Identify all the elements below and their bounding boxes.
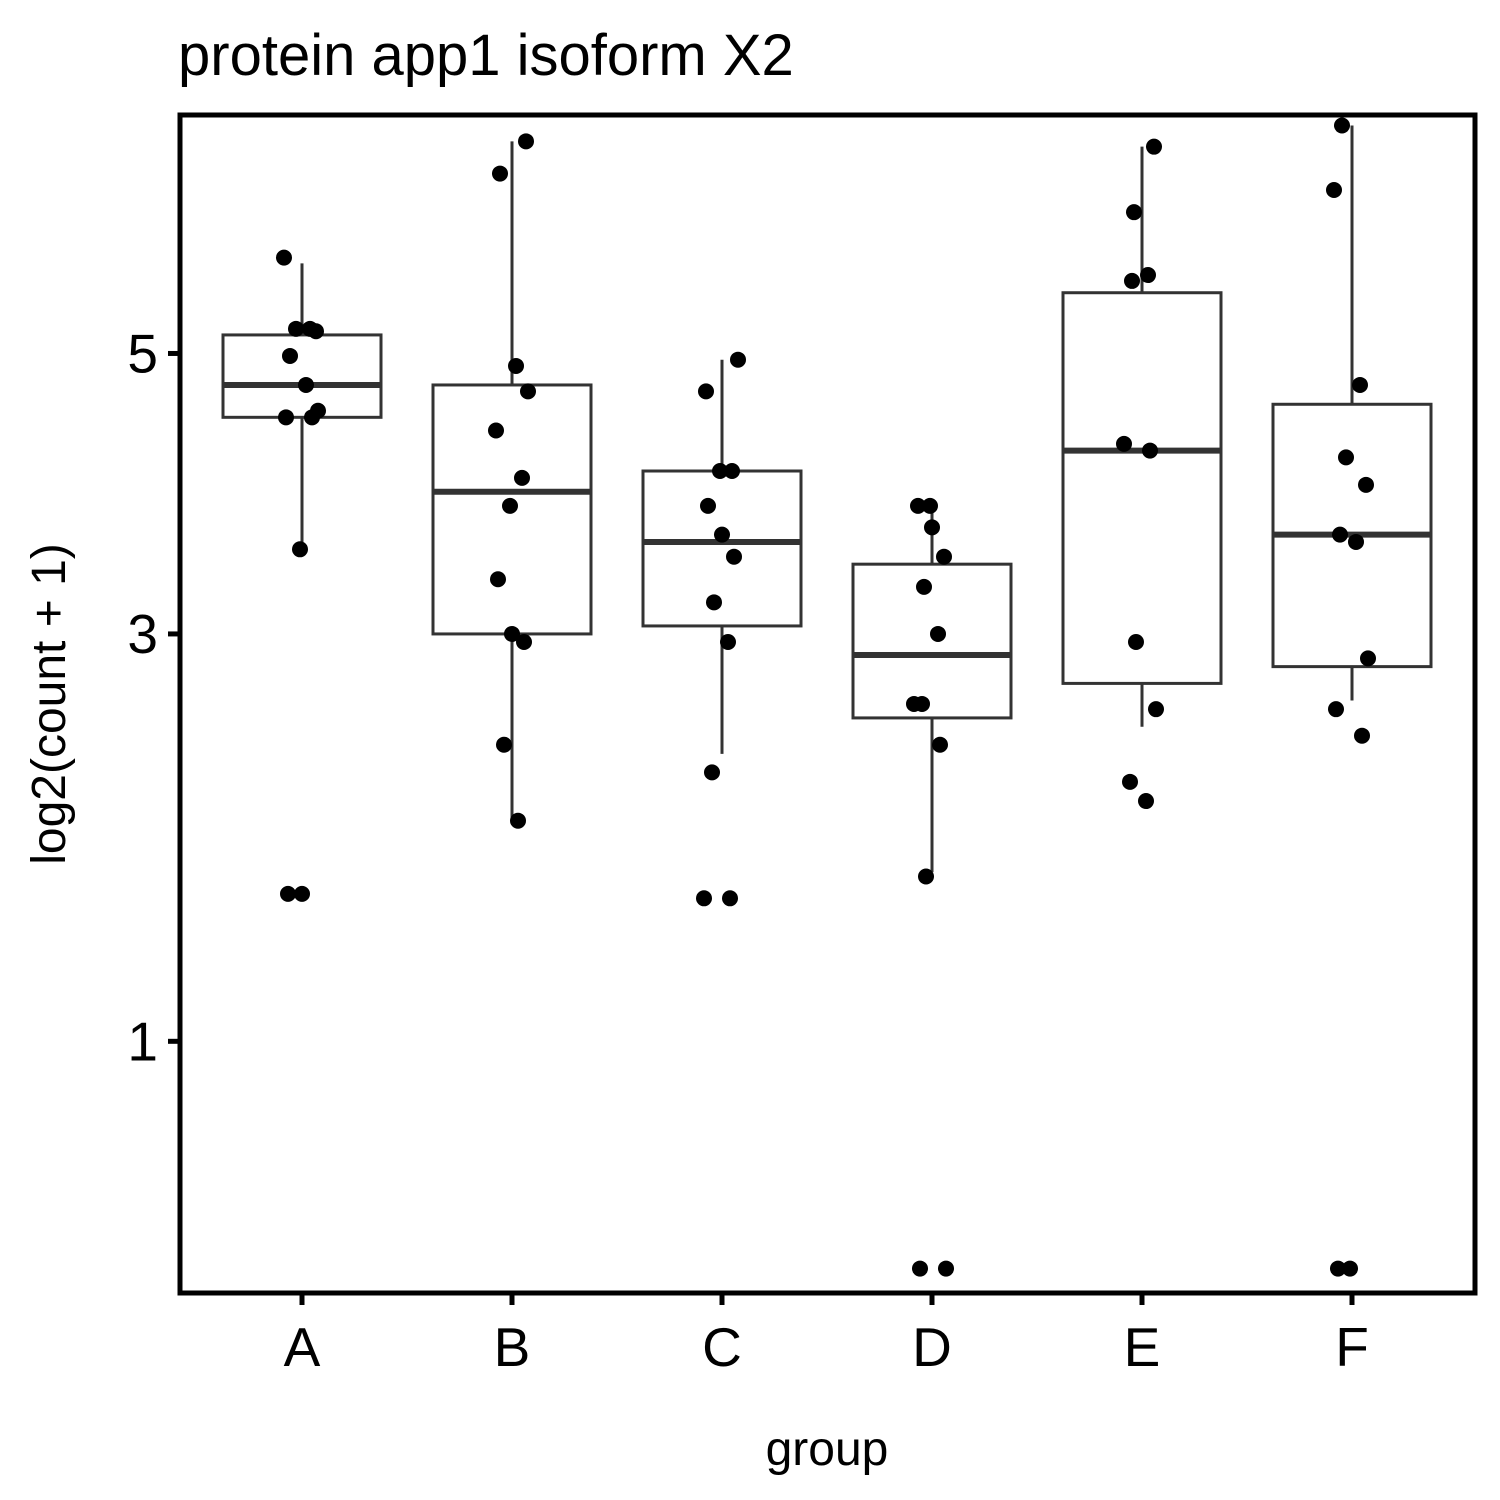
data-point — [1330, 1260, 1346, 1277]
data-point — [1138, 793, 1154, 810]
y-tick-label: 3 — [127, 603, 158, 665]
data-point — [1348, 533, 1364, 550]
data-point — [1334, 117, 1350, 134]
data-point — [916, 578, 932, 595]
box-rect — [221, 333, 383, 419]
data-point — [1128, 634, 1144, 651]
data-point — [700, 497, 716, 514]
data-point — [278, 409, 294, 426]
box-a — [221, 263, 383, 550]
x-tick-label: B — [494, 1316, 531, 1378]
data-point — [722, 890, 738, 907]
x-tick-label: C — [702, 1316, 742, 1378]
points-layer — [276, 117, 1376, 1277]
data-point — [938, 1260, 954, 1277]
data-point — [698, 383, 714, 400]
data-point — [280, 885, 296, 902]
data-point — [490, 571, 506, 588]
y-axis-title: log2(count + 1) — [23, 543, 76, 865]
data-point — [288, 320, 304, 337]
y-tick-label: 1 — [127, 1010, 158, 1072]
data-point — [292, 541, 308, 558]
data-point — [936, 548, 952, 565]
x-tick-label: D — [912, 1316, 952, 1378]
data-point — [1342, 1260, 1358, 1277]
data-point — [1126, 204, 1142, 221]
data-point — [1360, 650, 1376, 667]
data-point — [502, 497, 518, 514]
data-point — [508, 357, 524, 374]
data-point — [308, 323, 324, 340]
data-point — [518, 133, 534, 150]
data-point — [1148, 701, 1164, 718]
box-f — [1271, 125, 1433, 701]
data-point — [1142, 442, 1158, 459]
x-tick-label: F — [1335, 1316, 1369, 1378]
y-tick-label: 5 — [127, 322, 158, 384]
data-point — [1352, 376, 1368, 393]
data-point — [1358, 476, 1374, 493]
data-point — [520, 383, 536, 400]
data-point — [488, 422, 504, 439]
data-point — [294, 885, 310, 902]
x-tick-label: E — [1124, 1316, 1161, 1378]
data-point — [276, 249, 292, 266]
data-point — [930, 625, 946, 642]
data-point — [918, 868, 934, 885]
data-point — [1116, 435, 1132, 452]
data-point — [510, 812, 526, 829]
data-point — [304, 409, 320, 426]
box-e — [1061, 146, 1223, 727]
data-point — [1328, 701, 1344, 718]
box-d — [851, 498, 1013, 873]
data-point — [706, 594, 722, 611]
box-b — [431, 141, 593, 821]
box-rect — [851, 562, 1013, 720]
x-axis: A B C D E F — [284, 1293, 1369, 1378]
box-rect — [641, 469, 803, 628]
data-point — [1338, 449, 1354, 466]
data-point — [496, 736, 512, 753]
data-point — [1332, 526, 1348, 543]
data-point — [720, 634, 736, 651]
x-tick-label: A — [284, 1316, 321, 1378]
data-point — [922, 497, 938, 514]
data-point — [1354, 727, 1370, 744]
data-point — [504, 625, 520, 642]
box-rect — [1061, 291, 1223, 685]
data-point — [730, 351, 746, 368]
chart-title: protein app1 isoform X2 — [178, 23, 794, 88]
box-c — [641, 359, 803, 754]
data-point — [912, 1260, 928, 1277]
plot-panel — [177, 112, 1478, 1296]
data-point — [514, 469, 530, 486]
data-point — [1140, 267, 1156, 284]
data-point — [712, 463, 728, 480]
data-point — [714, 526, 730, 543]
data-point — [924, 519, 940, 536]
data-point — [906, 695, 922, 712]
data-point — [1146, 138, 1162, 155]
x-axis-title: group — [766, 1423, 889, 1476]
data-point — [1122, 773, 1138, 790]
data-point — [932, 736, 948, 753]
data-point — [1326, 181, 1342, 198]
data-point — [1124, 272, 1140, 289]
data-point — [298, 376, 314, 393]
data-point — [726, 548, 742, 565]
y-axis: 1 3 5 — [127, 322, 180, 1072]
boxes-layer — [221, 125, 1433, 873]
data-point — [910, 497, 926, 514]
data-point — [704, 764, 720, 781]
data-point — [696, 890, 712, 907]
data-point — [282, 347, 298, 364]
data-point — [492, 165, 508, 182]
data-point — [724, 463, 740, 480]
data-point — [516, 634, 532, 651]
